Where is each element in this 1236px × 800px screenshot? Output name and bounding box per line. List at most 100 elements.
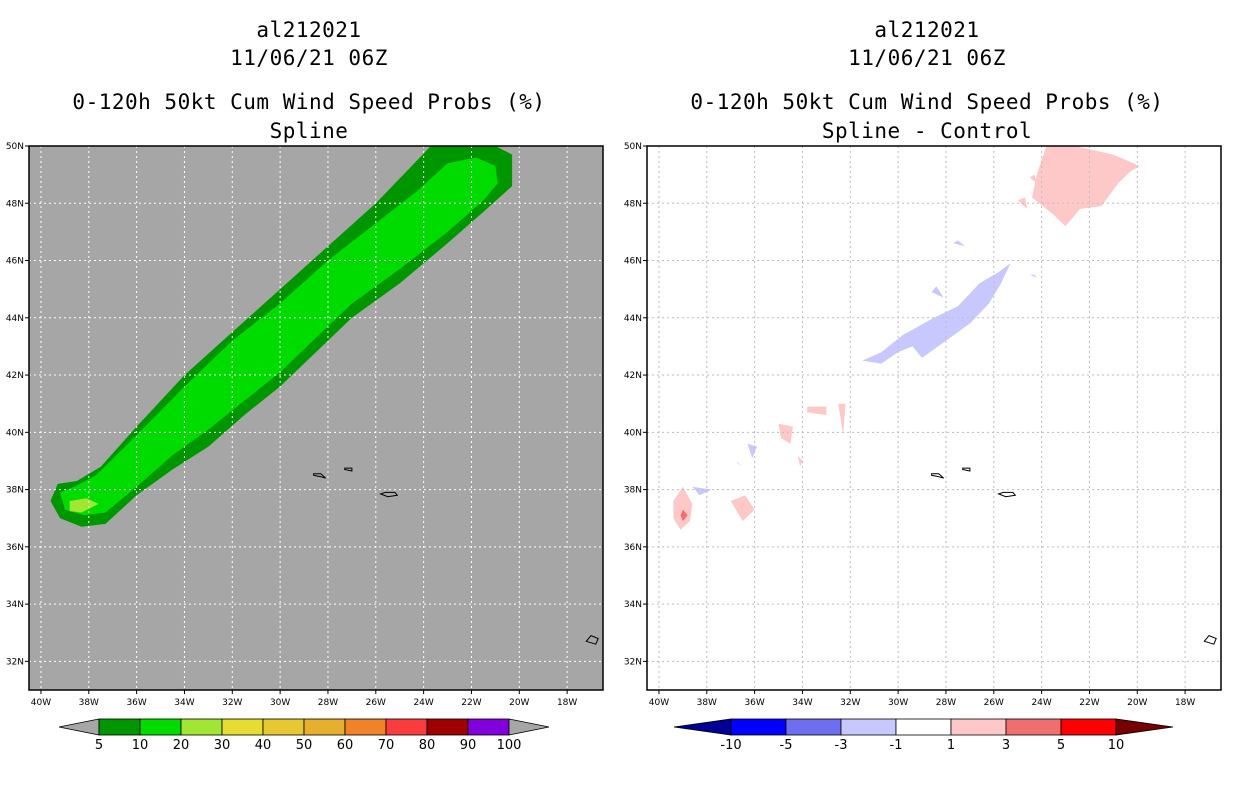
right-xtick-label: 28W — [936, 698, 956, 708]
left-xtick-label: 34W — [174, 698, 194, 708]
right-coast-azores-3 — [997, 491, 1017, 498]
left-colorbar-box — [385, 718, 428, 736]
left-xtick-label: 40W — [31, 698, 51, 708]
left-ytick-label: 32N — [6, 657, 24, 667]
right-region-8 — [730, 495, 755, 522]
left-colorbar-label: 70 — [378, 738, 395, 753]
left-colorbar-box — [303, 718, 346, 736]
left-xtick-label: 36W — [126, 698, 146, 708]
left-title-product: 0-120h 50kt Cum Wind Speed Probs (%) — [72, 90, 546, 114]
left-ytick-label: 50N — [6, 142, 24, 152]
left-colorbar-label: 40 — [255, 738, 272, 753]
right-panel: al212021 11/06/21 06Z 0-120h 50kt Cum Wi… — [618, 0, 1236, 800]
right-xtick-label: 20W — [1127, 698, 1147, 708]
left-coast-azores-2 — [344, 467, 353, 472]
left-plot-background — [29, 146, 603, 690]
left-colorbar-label: 10 — [132, 738, 149, 753]
left-colorbar-label: 90 — [460, 738, 477, 753]
left-map: 40W 38W 36W 34W 32W 30W 28W 26W 24W 22W 20W 18W 32N 3… — [6, 142, 604, 753]
left-region-2 — [69, 498, 99, 513]
right-region-9 — [797, 455, 803, 467]
left-colorbar-label: 5 — [95, 738, 103, 753]
left-xtick-label: 18W — [557, 698, 577, 708]
right-ytick-label: 32N — [624, 657, 642, 667]
left-coast-azores-1 — [313, 473, 326, 479]
right-colorbar-label: 10 — [1108, 738, 1125, 753]
left-xtick-label: 26W — [366, 698, 386, 708]
left-region-1 — [60, 157, 498, 516]
right-coast-madeira — [1203, 634, 1217, 645]
left-ytick-label: 48N — [6, 199, 24, 209]
right-ytick-label: 46N — [624, 257, 642, 267]
right-colorbar-box — [1060, 718, 1117, 736]
right-xtick-label: 22W — [1079, 698, 1099, 708]
left-colorbar-box — [426, 718, 469, 736]
left-colorbar-label: 100 — [497, 738, 522, 753]
left-colorbar-box — [139, 718, 182, 736]
right-colorbar-label: 3 — [1002, 738, 1010, 753]
left-colorbar-label: 60 — [337, 738, 354, 753]
left-ytick-label: 44N — [6, 314, 24, 324]
left-colorbar-high-arrow — [508, 718, 550, 736]
right-ytick-label: 50N — [624, 142, 642, 152]
left-plot-frame — [28, 145, 604, 691]
left-colorbar-label: 30 — [214, 738, 231, 753]
right-title-product: 0-120h 50kt Cum Wind Speed Probs (%) — [690, 90, 1164, 114]
left-colorbar-box — [180, 718, 223, 736]
right-coast-azores-2 — [962, 467, 971, 472]
right-region-17 — [735, 460, 743, 467]
left-colorbar: 5 10 20 30 40 50 60 70 80 90 100 — [58, 718, 550, 753]
right-region-12 — [931, 286, 944, 298]
left-ytick-label: 40N — [6, 428, 24, 438]
left-ytick-label: 42N — [6, 371, 24, 381]
left-ytick-label: 38N — [6, 486, 24, 496]
right-colorbar-label: -1 — [890, 738, 903, 753]
right-xtick-label: 40W — [649, 698, 669, 708]
right-ytick-label: 48N — [624, 199, 642, 209]
left-panel: al212021 11/06/21 06Z 0-120h 50kt Cum Wi… — [6, 18, 604, 753]
right-colorbar-high-arrow — [1115, 718, 1174, 736]
right-region-13 — [953, 240, 966, 247]
right-title-storm: al212021 — [874, 18, 980, 42]
left-colorbar-label: 20 — [173, 738, 190, 753]
left-colorbar-box — [98, 718, 141, 736]
right-ytick-label: 36N — [624, 543, 642, 553]
right-xtick-label: 18W — [1175, 698, 1195, 708]
right-title-date: 11/06/21 06Z — [848, 46, 1006, 70]
right-plot-background — [647, 146, 1221, 690]
right-region-5 — [807, 406, 827, 416]
right-xtick-label: 24W — [1031, 698, 1051, 708]
right-xtick-label: 32W — [840, 698, 860, 708]
right-colorbar-box — [895, 718, 952, 736]
right-region-1 — [1053, 151, 1071, 169]
right-ytick-label: 44N — [624, 314, 642, 324]
left-xtick-label: 24W — [413, 698, 433, 708]
left-colorbar-low-arrow — [58, 718, 100, 736]
left-ytick-label: 36N — [6, 543, 24, 553]
right-colorbar-box — [1005, 718, 1062, 736]
right-region-14 — [1029, 274, 1037, 278]
right-ytick-label: 34N — [624, 600, 642, 610]
left-xtick-label: 38W — [79, 698, 99, 708]
right-colorbar-label: -5 — [780, 738, 793, 753]
left-coast-madeira — [585, 634, 599, 645]
right-plot-frame — [646, 145, 1222, 691]
right-ytick-label: 38N — [624, 486, 642, 496]
right-colorbar: -10 -5 -3 -1 1 3 5 10 — [673, 718, 1174, 753]
right-ytick-label: 42N — [624, 371, 642, 381]
right-colorbar-label: -10 — [720, 738, 741, 753]
left-colorbar-box — [344, 718, 387, 736]
left-grid — [29, 145, 603, 690]
left-xtick-label: 22W — [461, 698, 481, 708]
right-region-11 — [862, 263, 1011, 364]
left-colorbar-label: 50 — [296, 738, 313, 753]
right-region-7 — [673, 486, 693, 530]
right-colorbar-low-arrow — [673, 718, 732, 736]
right-xtick-label: 30W — [888, 698, 908, 708]
right-xtick-label: 34W — [792, 698, 812, 708]
right-region-4 — [778, 423, 793, 444]
left-title-date: 11/06/21 06Z — [230, 46, 388, 70]
right-ytick-label: 40N — [624, 428, 642, 438]
right-xtick-label: 36W — [744, 698, 764, 708]
left-colorbar-box — [262, 718, 305, 736]
